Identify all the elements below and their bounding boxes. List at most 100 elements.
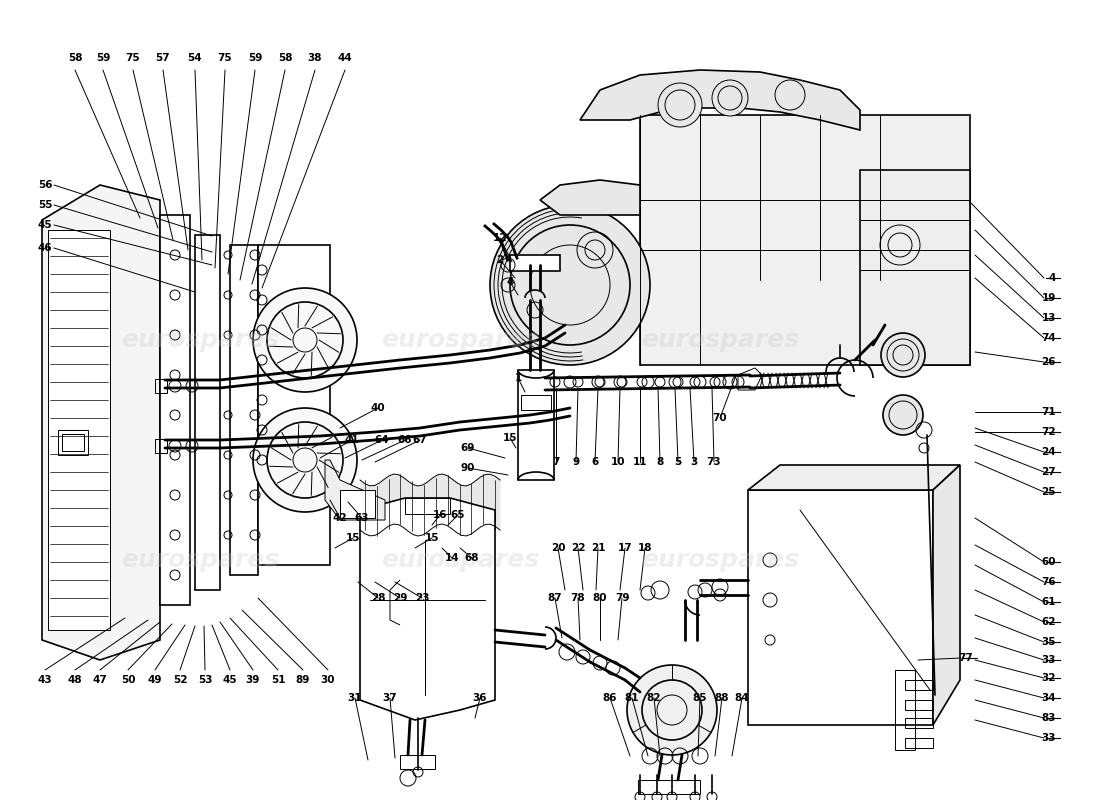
Text: 62: 62 [1042, 617, 1056, 627]
Bar [155, 439, 167, 453]
Circle shape [490, 205, 650, 365]
Text: 8: 8 [657, 457, 663, 467]
Text: 48: 48 [68, 675, 82, 685]
Circle shape [712, 80, 748, 116]
Polygon shape [540, 180, 640, 215]
Text: 67: 67 [412, 435, 427, 445]
Text: 85: 85 [693, 693, 707, 703]
Text: 42: 42 [332, 513, 348, 523]
Text: 31: 31 [348, 693, 362, 703]
Bar [905, 680, 933, 690]
Polygon shape [42, 185, 160, 660]
Text: 3: 3 [691, 457, 697, 467]
Text: 15: 15 [425, 533, 439, 543]
Text: 77: 77 [958, 653, 974, 663]
Text: 4: 4 [1048, 273, 1056, 283]
Text: 33: 33 [1042, 655, 1056, 665]
Text: eurospares: eurospares [121, 328, 279, 352]
Text: 75: 75 [125, 53, 141, 63]
Text: 4: 4 [506, 277, 514, 287]
Text: 45: 45 [39, 220, 53, 230]
Text: 36: 36 [473, 693, 487, 703]
Bar [905, 738, 933, 748]
Text: 53: 53 [198, 675, 212, 685]
Text: eurospares: eurospares [381, 328, 539, 352]
Bar [860, 170, 970, 365]
Circle shape [881, 333, 925, 377]
Text: 40: 40 [371, 403, 385, 413]
Text: 10: 10 [610, 457, 625, 467]
Text: 55: 55 [39, 200, 53, 210]
Text: 70: 70 [713, 413, 727, 423]
Text: eurospares: eurospares [641, 328, 799, 352]
Text: 32: 32 [1042, 673, 1056, 683]
Text: eurospares: eurospares [381, 548, 539, 572]
Text: 39: 39 [245, 675, 261, 685]
Text: 15: 15 [345, 533, 361, 543]
Text: 14: 14 [444, 553, 460, 563]
Text: 69: 69 [461, 443, 475, 453]
Text: 57: 57 [156, 53, 170, 63]
Text: 87: 87 [548, 593, 562, 603]
Text: 25: 25 [1042, 487, 1056, 497]
Text: 90: 90 [461, 463, 475, 473]
Bar [748, 490, 933, 725]
Text: 86: 86 [603, 693, 617, 703]
Text: 22: 22 [571, 543, 585, 553]
Bar [230, 245, 258, 575]
Text: 56: 56 [39, 180, 53, 190]
Text: 41: 41 [344, 435, 360, 445]
Text: 20: 20 [551, 543, 565, 553]
Text: 13: 13 [1042, 313, 1056, 323]
Text: 6: 6 [592, 457, 598, 467]
Text: 52: 52 [173, 675, 187, 685]
Bar [510, 255, 560, 271]
Text: 1: 1 [515, 373, 521, 383]
Text: 43: 43 [37, 675, 53, 685]
Text: 63: 63 [354, 513, 370, 523]
Text: 2: 2 [496, 255, 504, 265]
Circle shape [253, 288, 358, 392]
Bar [58, 430, 88, 455]
Text: 30: 30 [321, 675, 336, 685]
Text: 15: 15 [503, 433, 517, 443]
Text: 58: 58 [68, 53, 82, 63]
Text: 12: 12 [493, 233, 507, 243]
Text: 24: 24 [1042, 447, 1056, 457]
Text: 5: 5 [674, 457, 682, 467]
Circle shape [658, 83, 702, 127]
Text: 79: 79 [615, 593, 629, 603]
Text: 38: 38 [308, 53, 322, 63]
Bar [155, 379, 167, 393]
Text: 68: 68 [464, 553, 480, 563]
Text: 29: 29 [393, 593, 407, 603]
Bar [905, 718, 933, 728]
Text: 75: 75 [218, 53, 232, 63]
Text: 54: 54 [188, 53, 202, 63]
Bar [640, 115, 970, 365]
Polygon shape [933, 465, 960, 725]
Text: 76: 76 [1042, 577, 1056, 587]
Circle shape [776, 80, 805, 110]
Text: 73: 73 [706, 457, 722, 467]
Text: 61: 61 [1042, 597, 1056, 607]
Text: 59: 59 [248, 53, 262, 63]
Text: 82: 82 [647, 693, 661, 703]
Text: 74: 74 [1042, 333, 1056, 343]
Text: 65: 65 [451, 510, 465, 520]
Bar [895, 670, 915, 750]
Text: 47: 47 [92, 675, 108, 685]
Bar [340, 490, 375, 518]
Text: 23: 23 [415, 593, 429, 603]
Text: 59: 59 [96, 53, 110, 63]
Bar [258, 245, 330, 565]
Text: 58: 58 [277, 53, 293, 63]
Text: 64: 64 [375, 435, 389, 445]
Text: 78: 78 [571, 593, 585, 603]
Bar [518, 370, 554, 480]
Text: 66: 66 [398, 435, 412, 445]
Text: eurospares: eurospares [121, 548, 279, 572]
Text: 9: 9 [572, 457, 580, 467]
Text: 46: 46 [39, 243, 53, 253]
Text: 80: 80 [593, 593, 607, 603]
